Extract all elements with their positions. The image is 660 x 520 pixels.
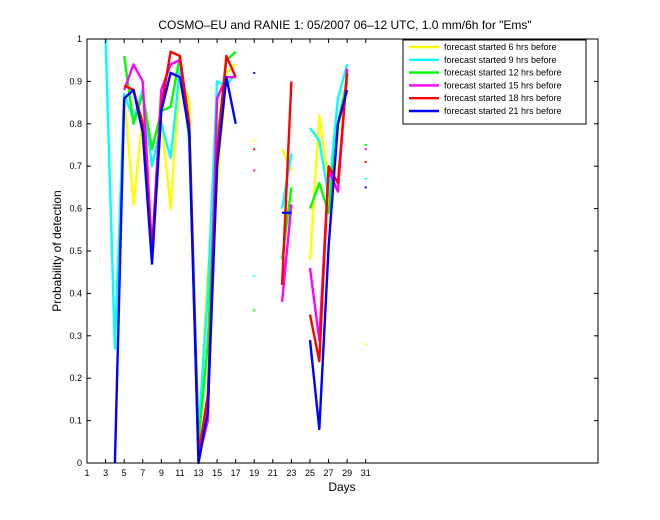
chart-title: COSMO–EU and RANIE 1: 05/2007 06–12 UTC,… xyxy=(158,18,531,32)
y-tick-label: 0.7 xyxy=(69,161,82,171)
x-tick-label: 19 xyxy=(249,468,259,478)
y-axis-title: Probability of detection xyxy=(50,190,64,311)
y-tick-label: 0 xyxy=(77,458,82,468)
x-tick-label: 5 xyxy=(122,468,127,478)
y-tick-label: 0.4 xyxy=(69,288,82,298)
legend: forecast started 6 hrs before forecast st… xyxy=(402,39,587,125)
series-line xyxy=(308,72,349,363)
y-tick-label: 0.3 xyxy=(69,331,82,341)
y-tick-label: 0.2 xyxy=(69,373,82,383)
x-tick-label: 17 xyxy=(231,468,241,478)
y-axis: 0 0.1 0.2 0.3 0.4 0.5 0.6 0.7 0.8 0.9 1 xyxy=(69,34,598,468)
x-tick-label: 13 xyxy=(193,468,203,478)
x-tick-label: 15 xyxy=(212,468,222,478)
legend-item: forecast started 6 hrs before xyxy=(409,42,557,52)
legend-label: forecast started 18 hrs before xyxy=(444,93,562,103)
y-tick-label: 1 xyxy=(77,34,82,44)
y-tick-label: 0.5 xyxy=(69,246,82,256)
series-point xyxy=(253,71,256,74)
legend-label: forecast started 21 hrs before xyxy=(444,106,562,116)
legend-label: forecast started 12 hrs before xyxy=(444,68,562,78)
x-tick-label: 23 xyxy=(286,468,296,478)
series-line xyxy=(309,64,349,198)
y-tick-label: 0.8 xyxy=(69,119,82,129)
series-point xyxy=(364,177,367,180)
series-point xyxy=(253,275,256,278)
series-line xyxy=(113,71,237,465)
series-6 xyxy=(113,71,367,465)
series-line xyxy=(104,38,237,435)
x-tick-label: 3 xyxy=(103,468,108,478)
x-tick-label: 21 xyxy=(268,468,278,478)
series-line xyxy=(123,50,237,456)
legend-label: forecast started 15 hrs before xyxy=(444,80,562,90)
legend-item: forecast started 15 hrs before xyxy=(409,80,562,90)
series-line xyxy=(280,204,293,303)
x-tick-label: 29 xyxy=(342,468,352,478)
y-tick-label: 0.6 xyxy=(69,204,82,214)
series-point xyxy=(364,144,367,146)
y-tick-label: 0.9 xyxy=(69,76,82,86)
legend-item: forecast started 9 hrs before xyxy=(409,55,557,65)
x-tick-label: 31 xyxy=(361,468,371,478)
series-point xyxy=(253,169,256,172)
series-line xyxy=(308,89,349,431)
series-point xyxy=(364,160,367,163)
x-tick-label: 25 xyxy=(305,468,315,478)
series-point xyxy=(364,343,367,346)
series-point xyxy=(253,148,256,151)
x-tick-label: 1 xyxy=(84,468,89,478)
legend-item: forecast started 21 hrs before xyxy=(409,106,562,116)
x-tick-label: 27 xyxy=(324,468,334,478)
series-5 xyxy=(123,50,367,456)
x-axis: 1 3 5 7 9 11 13 15 17 19 21 23 25 27 29 31 xyxy=(84,39,371,478)
legend-label: forecast started 6 hrs before xyxy=(444,42,557,52)
series-line xyxy=(280,81,293,285)
legend-item: forecast started 18 hrs before xyxy=(409,93,562,103)
series-point xyxy=(364,148,367,151)
x-tick-label: 11 xyxy=(175,468,184,478)
series-point xyxy=(364,186,367,189)
x-tick-label: 9 xyxy=(159,468,164,478)
x-tick-label: 7 xyxy=(140,468,145,478)
series-point xyxy=(253,309,256,312)
legend-label: forecast started 9 hrs before xyxy=(444,55,557,65)
x-axis-title: Days xyxy=(328,480,355,494)
series-point xyxy=(253,139,256,142)
legend-item: forecast started 12 hrs before xyxy=(409,68,562,78)
plot-area xyxy=(104,38,367,465)
y-tick-label: 0.1 xyxy=(69,416,82,426)
